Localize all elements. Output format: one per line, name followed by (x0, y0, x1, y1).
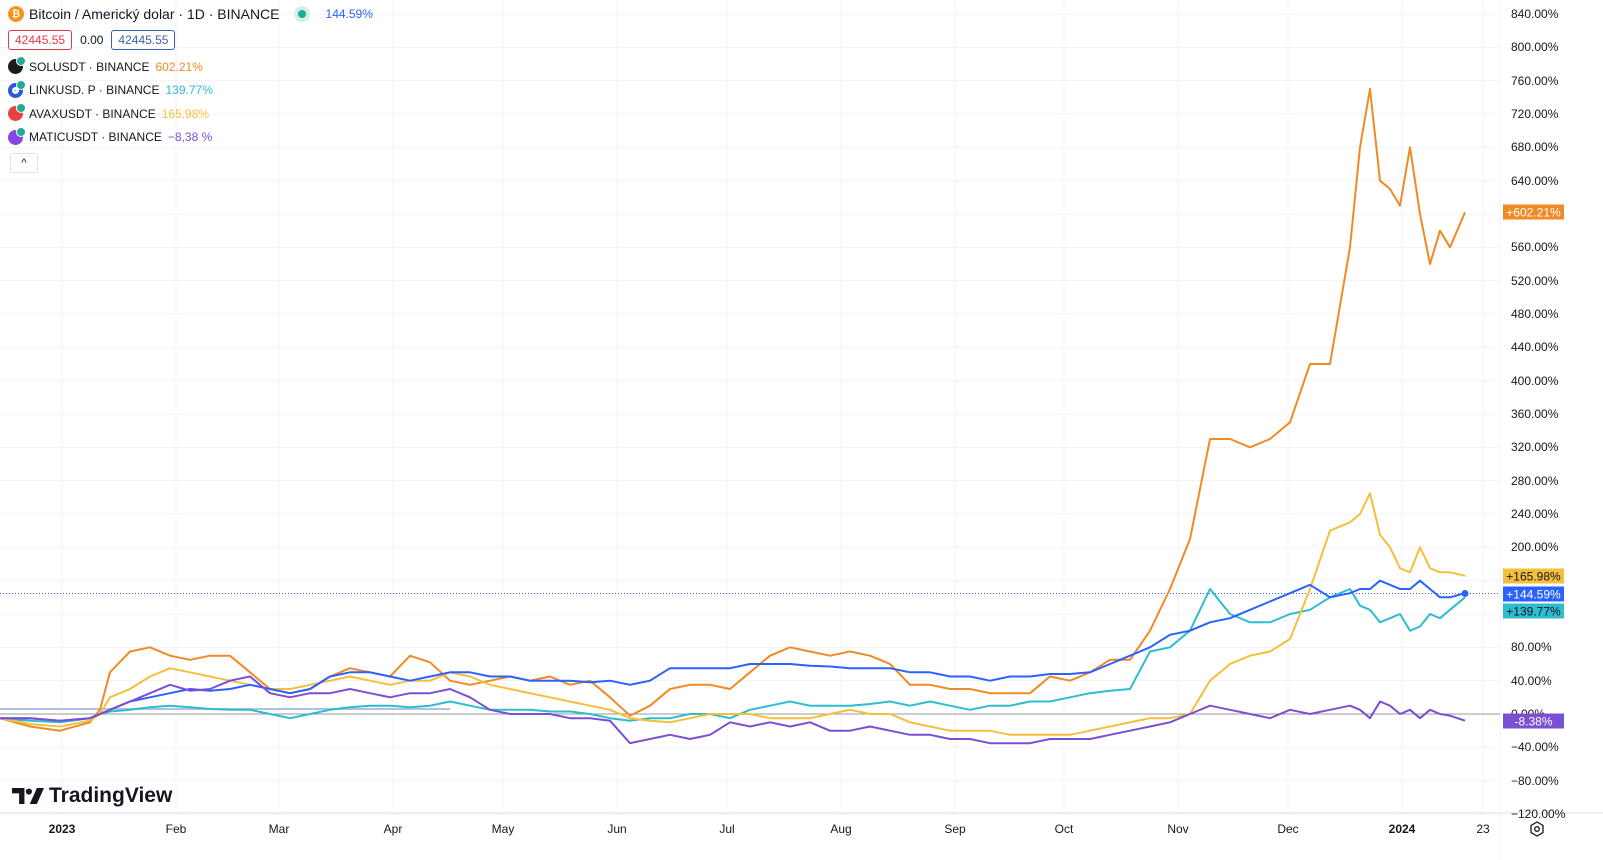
buy-price[interactable]: 42445.55 (111, 30, 176, 50)
x-tick-label: Apr (383, 822, 403, 836)
y-tick-label: 400.00% (1511, 373, 1559, 388)
compare-name: SOLUSDT · BINANCE (29, 59, 150, 74)
main-change: 144.59% (325, 7, 373, 21)
price-tag-solusdt: +602.21% (1503, 204, 1564, 220)
y-tick-label: 240.00% (1511, 507, 1559, 521)
series-line-linkusd.p[interactable] (0, 588, 1466, 724)
legend: ₿ Bitcoin / Americký dolar · 1D · BINANC… (8, 4, 373, 173)
symbol-title[interactable]: Bitcoin / Americký dolar · 1D · BINANCE (29, 6, 280, 22)
compare-item-matic[interactable]: MATICUSDT · BINANCE −8,38 % (8, 126, 373, 150)
symbol-title-row[interactable]: ₿ Bitcoin / Americký dolar · 1D · BINANC… (8, 4, 373, 24)
series-line-maticusdt[interactable] (0, 675, 1466, 745)
price-tag-avaxusdt: +165.98% (1503, 568, 1564, 584)
compare-name: MATICUSDT · BINANCE (29, 130, 162, 145)
x-tick-label: Sep (944, 822, 966, 836)
compare-name: LINKUSD. P · BINANCE (29, 83, 160, 98)
market-status-icon[interactable] (297, 10, 306, 18)
avalanche-icon (8, 103, 26, 122)
polygon-icon (8, 126, 26, 145)
y-tick-label: 520.00% (1511, 273, 1559, 288)
compare-item-link[interactable]: LINKUSD. P · BINANCE 139.77% (8, 79, 373, 103)
chevron-up-icon: ^ (21, 157, 27, 169)
collapse-legend-button[interactable]: ^ (10, 153, 38, 173)
compare-pct: −8,38 % (167, 130, 213, 145)
series-line-btcusd[interactable] (0, 579, 1466, 722)
spread: 0.00 (80, 33, 104, 47)
y-tick-label: 280.00% (1511, 473, 1559, 488)
compare-pct: 139.77% (165, 83, 213, 98)
y-tick-label: 560.00% (1511, 240, 1559, 255)
price-tag-linkusd.p: +139.77% (1503, 603, 1564, 619)
y-tick-label: 720.00% (1511, 107, 1559, 121)
x-tick-label: Aug (830, 822, 852, 836)
tradingview-logo[interactable]: TradingView (12, 784, 172, 808)
y-tick-label: 360.00% (1511, 407, 1559, 421)
y-tick-label: 320.00% (1511, 440, 1559, 455)
price-tag-btcusd: +144.59% (1503, 586, 1564, 602)
y-tick-label: 440.00% (1511, 340, 1559, 355)
sell-price[interactable]: 42445.55 (8, 30, 73, 50)
x-tick-label: Oct (1054, 822, 1074, 836)
x-tick-label: 23 (1476, 822, 1490, 836)
y-tick-label: 760.00% (1511, 73, 1559, 88)
y-tick-label: −40.00% (1511, 740, 1559, 755)
y-tick-label: 200.00% (1511, 540, 1559, 555)
series-line-solusdt[interactable] (0, 88, 1466, 732)
y-tick-label: 80.00% (1511, 640, 1552, 655)
last-price-dot (1461, 590, 1469, 597)
y-tick-label: 840.00% (1511, 7, 1559, 21)
compare-item-sol[interactable]: SOLUSDT · BINANCE 602.21% (8, 55, 373, 79)
y-tick-label: −80.00% (1511, 773, 1559, 788)
series-lines (0, 88, 1466, 745)
compare-name: AVAXUSDT · BINANCE (29, 106, 156, 121)
y-tick-label: 800.00% (1511, 40, 1559, 55)
settings-icon[interactable] (1529, 821, 1545, 837)
compare-item-avax[interactable]: AVAXUSDT · BINANCE 165.98% (8, 102, 373, 126)
y-tick-label: 680.00% (1511, 140, 1559, 155)
chainlink-icon (8, 79, 26, 98)
x-tick-label: Dec (1277, 822, 1299, 836)
x-tick-label: Jun (607, 822, 627, 836)
solana-icon (8, 56, 26, 75)
x-tick-label: Nov (1167, 822, 1189, 836)
branding-text: TradingView (49, 784, 173, 807)
bitcoin-icon: ₿ (8, 6, 24, 22)
compare-pct: 165.98% (161, 106, 210, 121)
tradingview-icon (12, 788, 44, 804)
y-tick-label: 640.00% (1511, 173, 1559, 188)
y-tick-label: 480.00% (1511, 307, 1559, 321)
x-tick-label: Mar (268, 822, 290, 836)
price-row: 42445.55 0.00 42445.55 (8, 29, 373, 51)
y-tick-label: −120.00% (1511, 807, 1566, 821)
x-tick-label: Jul (719, 822, 735, 836)
x-tick-label: Feb (165, 822, 187, 836)
x-tick-label: May (491, 822, 515, 836)
price-tag-maticusdt: -8.38% (1503, 713, 1564, 729)
x-tick-label: 2024 (1388, 822, 1416, 836)
y-tick-label: 40.00% (1511, 673, 1552, 688)
x-tick-label: 2023 (48, 822, 76, 836)
compare-pct: 602.21% (155, 59, 203, 74)
